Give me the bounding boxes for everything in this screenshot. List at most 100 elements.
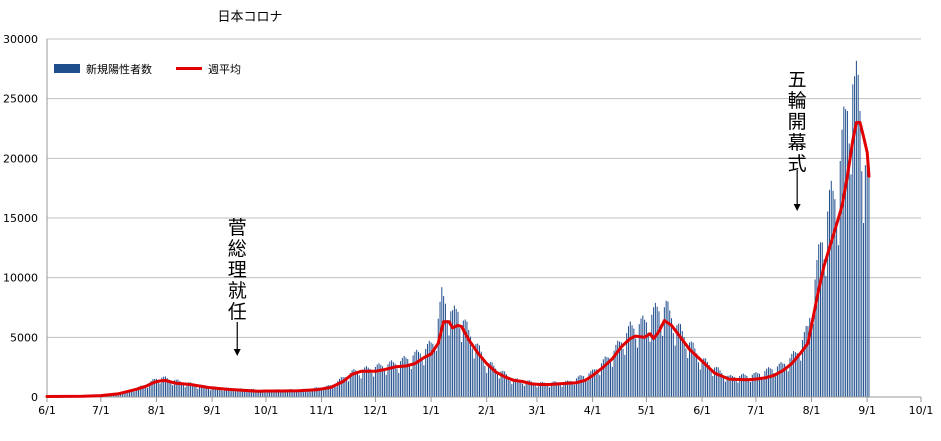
daily-bar xyxy=(222,390,224,397)
daily-bar xyxy=(818,244,820,397)
daily-bar xyxy=(132,390,134,397)
daily-bar xyxy=(191,383,193,397)
daily-bar xyxy=(295,390,297,397)
daily-bar xyxy=(802,339,804,397)
annotation-text: 五輪開幕式 xyxy=(787,69,807,175)
chart-title: 日本コロナ xyxy=(217,10,282,25)
daily-bar xyxy=(522,383,524,397)
daily-bar xyxy=(434,350,436,397)
daily-bar xyxy=(208,388,210,397)
daily-bar xyxy=(601,363,603,397)
daily-bar xyxy=(308,390,310,397)
daily-bar xyxy=(339,378,341,397)
daily-bar xyxy=(540,382,542,397)
daily-bar xyxy=(748,379,750,397)
daily-bar xyxy=(830,180,832,397)
daily-bar xyxy=(588,373,590,397)
daily-bar xyxy=(276,389,278,397)
daily-bar xyxy=(819,242,821,397)
daily-bar xyxy=(473,358,475,397)
daily-bar xyxy=(391,360,393,397)
daily-bar xyxy=(491,362,493,397)
daily-bar xyxy=(450,311,452,397)
daily-bar xyxy=(730,374,732,397)
daily-bar xyxy=(674,345,676,397)
daily-bar xyxy=(769,368,771,397)
daily-bar xyxy=(423,365,425,397)
daily-bar xyxy=(697,362,699,397)
daily-bar xyxy=(270,391,272,397)
daily-bar xyxy=(680,324,682,397)
daily-bar xyxy=(579,375,581,397)
daily-bar xyxy=(256,389,258,397)
daily-bar xyxy=(489,362,491,397)
daily-bar xyxy=(247,391,249,397)
daily-bar xyxy=(545,383,547,397)
daily-bar xyxy=(516,378,518,397)
daily-bar xyxy=(245,390,247,397)
daily-bar xyxy=(852,84,854,398)
daily-bar xyxy=(663,307,665,397)
daily-bar xyxy=(466,321,468,397)
daily-bar xyxy=(590,371,592,397)
daily-bar xyxy=(313,387,315,397)
daily-bar xyxy=(202,384,204,397)
daily-bar xyxy=(552,381,554,397)
daily-bar xyxy=(430,342,432,397)
daily-bar xyxy=(414,351,416,397)
daily-bar xyxy=(863,223,865,397)
daily-bar xyxy=(136,388,138,397)
daily-bar xyxy=(206,386,208,397)
daily-bar xyxy=(751,374,753,397)
daily-bar xyxy=(543,382,545,397)
daily-bar xyxy=(850,174,852,397)
daily-bar xyxy=(258,391,260,397)
daily-bar xyxy=(263,389,265,397)
daily-bar xyxy=(816,260,818,397)
daily-bar xyxy=(807,326,809,397)
daily-bar xyxy=(577,376,579,397)
daily-bar xyxy=(410,369,412,397)
daily-bar xyxy=(400,361,402,397)
daily-bar xyxy=(457,311,459,397)
daily-bar xyxy=(620,342,622,397)
daily-bar xyxy=(681,331,683,397)
y-tick-label: 0 xyxy=(31,391,38,404)
x-tick-label: 12/1 xyxy=(363,404,388,417)
daily-bar xyxy=(213,386,215,397)
daily-bar xyxy=(721,372,723,397)
daily-bar xyxy=(471,348,473,397)
daily-bar xyxy=(269,390,271,397)
legend: 新規陽性者数 週平均 xyxy=(54,62,241,76)
daily-bar xyxy=(823,259,825,397)
daily-bar xyxy=(351,370,353,397)
daily-bar xyxy=(200,384,202,397)
daily-bar xyxy=(315,387,317,397)
daily-bar xyxy=(732,376,734,397)
y-tick-label: 30000 xyxy=(3,33,38,46)
daily-bar xyxy=(750,381,752,397)
daily-bar xyxy=(385,374,387,397)
daily-bar xyxy=(834,199,836,397)
daily-bar xyxy=(550,382,552,397)
daily-bar xyxy=(687,358,689,397)
daily-bar xyxy=(236,388,238,397)
daily-bar xyxy=(360,378,362,397)
daily-bar xyxy=(753,373,755,397)
daily-bar xyxy=(444,303,446,397)
daily-bar xyxy=(608,357,610,397)
daily-bar xyxy=(312,388,314,397)
daily-bar xyxy=(484,365,486,397)
daily-bar xyxy=(531,381,533,397)
daily-bar xyxy=(401,357,403,397)
daily-bar xyxy=(789,358,791,397)
daily-bar xyxy=(538,382,540,397)
daily-bar xyxy=(683,337,685,397)
x-tick-label: 3/1 xyxy=(528,404,546,417)
daily-bar xyxy=(690,341,692,397)
daily-bar xyxy=(741,374,743,397)
daily-bar xyxy=(310,391,312,397)
daily-bar xyxy=(170,382,172,397)
daily-bar xyxy=(195,386,197,397)
